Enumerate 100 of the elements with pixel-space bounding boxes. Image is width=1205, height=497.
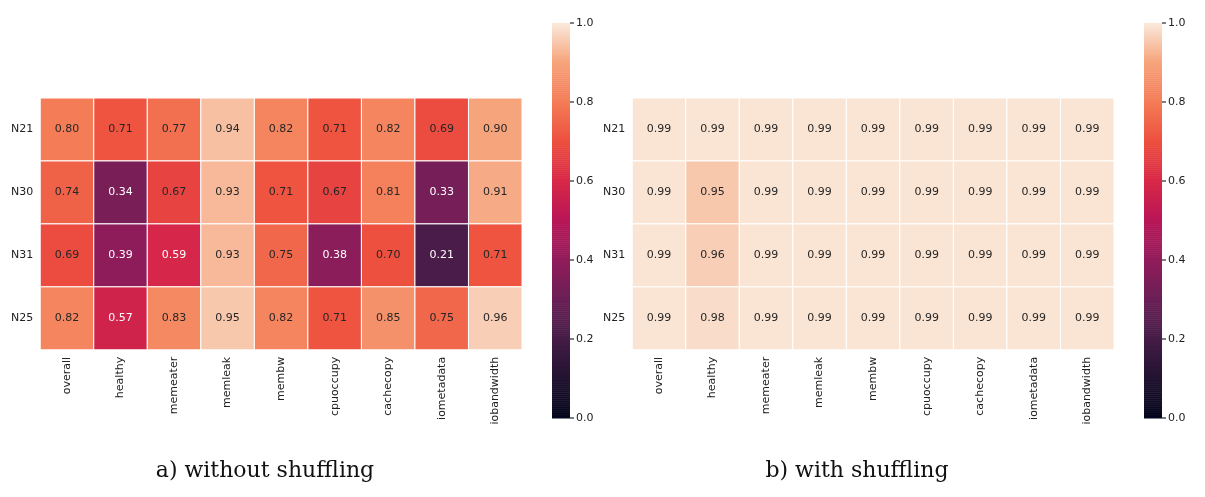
data-label: 0.99 [700, 122, 725, 136]
data-label: 0.99 [807, 185, 832, 199]
data-label: 0.99 [1074, 122, 1100, 136]
y-tick-label: N30 [602, 185, 626, 199]
data-label: 0.67 [322, 185, 347, 199]
data-label: 0.91 [482, 185, 508, 199]
x-tick-label: cpuoccupy [327, 356, 341, 417]
y-tick-label: N25 [10, 311, 34, 325]
data-label: 0.71 [108, 122, 133, 136]
data-label: 0.99 [646, 248, 672, 262]
x-tick-label: cpuoccupy [919, 356, 933, 417]
y-tick-label: N21 [10, 122, 34, 136]
data-label: 0.99 [753, 248, 779, 262]
data-label: 0.99 [914, 185, 939, 199]
data-label: 0.99 [860, 311, 886, 325]
color-bar-label: 0.8 [576, 94, 594, 108]
data-label: 0.82 [54, 311, 80, 325]
data-label: 0.96 [482, 311, 508, 325]
color-bar-label: 0.8 [1168, 94, 1186, 108]
data-label: 0.99 [753, 185, 779, 199]
data-label: 0.99 [1021, 122, 1046, 136]
data-label: 0.99 [1074, 311, 1100, 325]
x-tick-label: iometadata [434, 356, 448, 420]
data-label: 0.93 [215, 248, 240, 262]
data-label: 0.21 [429, 248, 454, 262]
data-label: 0.80 [54, 122, 80, 136]
data-label: 0.39 [108, 248, 133, 262]
data-label: 0.85 [375, 311, 401, 325]
color-bar-label: 0.0 [1168, 410, 1186, 424]
y-tick-label: N21 [602, 122, 626, 136]
data-label: 0.99 [807, 122, 832, 136]
data-label: 0.99 [967, 185, 993, 199]
data-label: 0.99 [807, 311, 832, 325]
x-tick-label: overall [651, 356, 665, 395]
data-label: 0.90 [482, 122, 508, 136]
data-label: 0.82 [268, 311, 294, 325]
data-label: 0.95 [215, 311, 240, 325]
y-tick-label: N31 [10, 248, 34, 262]
data-label: 0.99 [753, 311, 779, 325]
x-tick-label: iobandwidth [1080, 356, 1094, 425]
data-label: 0.67 [161, 185, 187, 199]
data-label: 0.71 [482, 248, 508, 262]
data-label: 0.99 [646, 311, 672, 325]
data-label: 0.99 [753, 122, 779, 136]
data-label: 0.99 [860, 248, 886, 262]
data-label: 0.70 [375, 248, 401, 262]
y-tick-label: N31 [602, 248, 626, 262]
data-label: 0.99 [860, 185, 886, 199]
color-bar-label: 0.0 [576, 410, 594, 424]
data-label: 0.83 [161, 311, 187, 325]
data-label: 0.96 [700, 248, 725, 262]
x-tick-label: iobandwidth [488, 356, 502, 425]
x-tick-label: memleak [220, 356, 234, 408]
data-label: 0.77 [161, 122, 187, 136]
data-label: 0.82 [268, 122, 294, 136]
data-label: 0.99 [914, 248, 939, 262]
data-label: 0.74 [54, 185, 80, 199]
x-tick-label: iometadata [1026, 356, 1040, 420]
color-bar-label: 0.6 [576, 173, 594, 187]
color-bar-label: 0.2 [576, 331, 594, 345]
data-label: 0.99 [646, 185, 672, 199]
data-label: 0.82 [375, 122, 401, 136]
x-tick-label: membw [273, 356, 287, 401]
data-label: 0.99 [646, 122, 672, 136]
data-label: 0.99 [807, 248, 832, 262]
data-label: 0.99 [967, 122, 993, 136]
x-tick-label: memeater [166, 356, 180, 415]
x-tick-label: overall [59, 356, 73, 395]
y-tick-label: N25 [602, 311, 626, 325]
data-label: 0.99 [860, 122, 886, 136]
text: a) without shuffling [155, 456, 375, 482]
color-bar-label: 0.4 [576, 252, 594, 266]
x-tick-label: healthy [705, 356, 719, 399]
data-label: 0.38 [322, 248, 347, 262]
data-label: 0.95 [700, 185, 725, 199]
data-label: 0.99 [914, 122, 939, 136]
data-label: 0.99 [1074, 248, 1100, 262]
color-bar-label: 0.2 [1168, 331, 1186, 345]
x-tick-label: memleak [812, 356, 826, 408]
data-label: 0.33 [429, 185, 454, 199]
data-label: 0.71 [322, 122, 347, 136]
text: b) with shuffling [765, 456, 949, 482]
data-label: 0.94 [215, 122, 240, 136]
data-label: 0.99 [1021, 185, 1046, 199]
data-label: 0.99 [1021, 311, 1046, 325]
x-tick-label: membw [865, 356, 879, 401]
color-bar-label: 1.0 [1168, 15, 1186, 29]
data-label: 0.99 [967, 248, 993, 262]
data-label: 0.57 [108, 311, 133, 325]
x-tick-label: cachecopy [973, 356, 987, 416]
data-label: 0.81 [375, 185, 401, 199]
y-tick-label: N30 [10, 185, 34, 199]
color-bar-label: 1.0 [576, 15, 594, 29]
data-label: 0.99 [967, 311, 993, 325]
data-label: 0.99 [1074, 185, 1100, 199]
data-label: 0.75 [268, 248, 294, 262]
data-label: 0.99 [1021, 248, 1046, 262]
data-label: 0.75 [429, 311, 454, 325]
x-tick-label: healthy [113, 356, 127, 399]
color-bar-label: 0.4 [1168, 252, 1186, 266]
